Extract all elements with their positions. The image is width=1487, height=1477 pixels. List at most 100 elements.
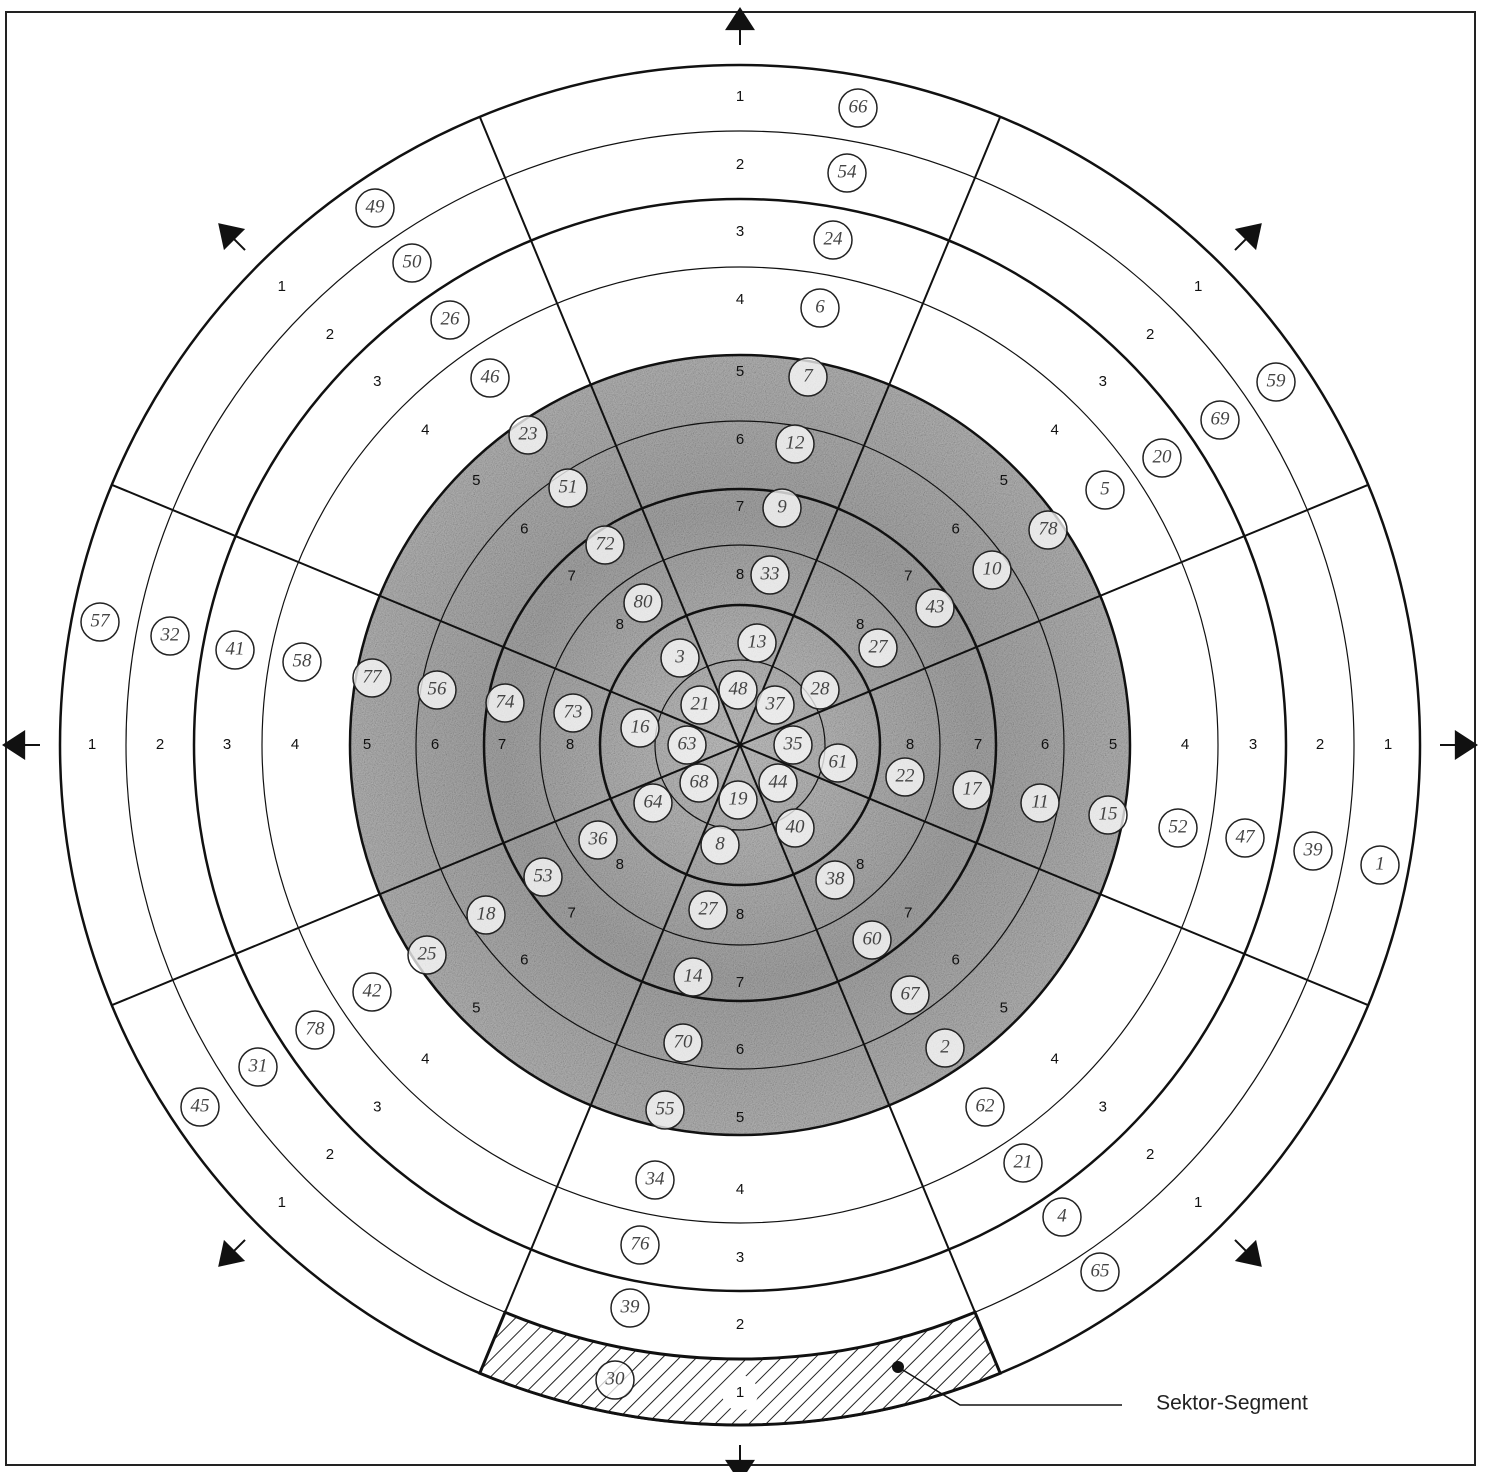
ring-label: 4 bbox=[1050, 1051, 1058, 1068]
marker-number: 24 bbox=[824, 228, 844, 249]
marker-circle bbox=[737, 623, 777, 663]
ring-label: 2 bbox=[1316, 736, 1324, 753]
marker-circle bbox=[972, 550, 1012, 590]
ring-label: 3 bbox=[1099, 1099, 1107, 1116]
ring-label: 7 bbox=[904, 568, 912, 585]
ring-label: 8 bbox=[856, 856, 864, 873]
marker-number: 65 bbox=[1091, 1260, 1110, 1281]
ring-label: 6 bbox=[1041, 736, 1049, 753]
ring-boundary bbox=[261, 266, 1219, 1224]
ring-boundary bbox=[415, 420, 1065, 1070]
marker-circle bbox=[1080, 1252, 1120, 1292]
sector-line bbox=[739, 744, 1002, 1374]
ring-label: 1 bbox=[1194, 1194, 1202, 1211]
marker-number: 7 bbox=[803, 365, 814, 386]
arrow-head bbox=[1454, 730, 1478, 760]
marker-circle bbox=[700, 825, 740, 865]
marker-number: 53 bbox=[534, 865, 553, 886]
marker-number: 39 bbox=[620, 1296, 641, 1317]
marker-number: 48 bbox=[729, 678, 749, 699]
ring-label: 2 bbox=[736, 156, 744, 173]
marker-number: 23 bbox=[519, 423, 538, 444]
marker-circle bbox=[1042, 1197, 1082, 1237]
ring-label: 5 bbox=[736, 363, 744, 380]
marker-number: 64 bbox=[644, 791, 664, 812]
marker-number: 51 bbox=[559, 476, 578, 497]
ring-label: 1 bbox=[278, 1194, 286, 1211]
marker-number: 27 bbox=[869, 636, 890, 657]
arrow-head bbox=[1234, 223, 1262, 251]
marker-number: 72 bbox=[596, 533, 616, 554]
marker-number: 20 bbox=[1153, 446, 1173, 467]
marker-number: 15 bbox=[1099, 803, 1118, 824]
ring-label: 4 bbox=[736, 291, 744, 308]
marker-circle bbox=[1088, 795, 1128, 835]
marker-circle bbox=[818, 743, 858, 783]
marker-circle bbox=[180, 1087, 220, 1127]
marker-circle bbox=[952, 770, 992, 810]
ring-label: 6 bbox=[736, 431, 744, 448]
marker-number: 52 bbox=[1169, 816, 1189, 837]
marker-number: 2 bbox=[940, 1036, 950, 1057]
marker-number: 49 bbox=[366, 196, 386, 217]
marker-circle bbox=[485, 683, 525, 723]
marker-number: 43 bbox=[926, 596, 945, 617]
ring-label: 4 bbox=[421, 1051, 429, 1068]
marker-number: 58 bbox=[293, 650, 313, 671]
ring-label: 1 bbox=[88, 736, 96, 753]
marker-number: 16 bbox=[631, 716, 651, 737]
marker-circle bbox=[813, 220, 853, 260]
ring-label: 2 bbox=[156, 736, 164, 753]
marker-number: 47 bbox=[1236, 826, 1257, 847]
ring-label: 6 bbox=[520, 520, 528, 537]
arrow-head bbox=[725, 7, 755, 31]
ring-label: 8 bbox=[566, 736, 574, 753]
marker-number: 30 bbox=[605, 1368, 626, 1389]
marker-number: 25 bbox=[418, 943, 437, 964]
sector-line bbox=[739, 483, 1369, 746]
ring-label: 6 bbox=[520, 952, 528, 969]
marker-circle bbox=[466, 895, 506, 935]
sector-line bbox=[739, 116, 1002, 746]
ring-boundary bbox=[348, 353, 1132, 1137]
marker-number: 21 bbox=[1014, 1151, 1033, 1172]
marker-number: 69 bbox=[1211, 408, 1231, 429]
marker-circle bbox=[773, 725, 813, 765]
ring-boundary bbox=[482, 487, 998, 1003]
marker-number: 63 bbox=[678, 733, 697, 754]
marker-number: 19 bbox=[729, 788, 749, 809]
marker-number: 33 bbox=[760, 563, 780, 584]
sector-line bbox=[478, 744, 741, 1374]
marker-circle bbox=[407, 935, 447, 975]
marker-circle bbox=[1028, 510, 1068, 550]
ring-label: 3 bbox=[1249, 736, 1257, 753]
ring-label: 1 bbox=[1194, 278, 1202, 295]
marker-circle bbox=[548, 468, 588, 508]
marker-circle bbox=[417, 670, 457, 710]
marker-circle bbox=[1360, 845, 1400, 885]
marker-number: 77 bbox=[363, 666, 384, 687]
sector-line bbox=[111, 483, 741, 746]
marker-circle bbox=[673, 957, 713, 997]
ring-label: 3 bbox=[1099, 373, 1107, 390]
marker-circle bbox=[623, 583, 663, 623]
marker-circle bbox=[1003, 1143, 1043, 1183]
marker-number: 60 bbox=[863, 928, 883, 949]
marker-circle bbox=[852, 920, 892, 960]
marker-number: 13 bbox=[748, 631, 767, 652]
ring-label: 5 bbox=[736, 1109, 744, 1126]
ring-label: 5 bbox=[1000, 1000, 1008, 1017]
arrow-head bbox=[725, 1459, 755, 1477]
ring-boundary bbox=[125, 130, 1355, 1360]
marker-circle bbox=[1293, 831, 1333, 871]
ring-label: 8 bbox=[736, 906, 744, 923]
ring-label: 2 bbox=[1146, 326, 1154, 343]
ring-label: 1 bbox=[1384, 736, 1392, 753]
ring-label: 2 bbox=[1146, 1146, 1154, 1163]
marker-number: 62 bbox=[976, 1095, 996, 1116]
marker-circle bbox=[1256, 362, 1296, 402]
marker-number: 74 bbox=[496, 691, 516, 712]
marker-number: 37 bbox=[765, 693, 787, 714]
marker-number: 17 bbox=[963, 778, 984, 799]
